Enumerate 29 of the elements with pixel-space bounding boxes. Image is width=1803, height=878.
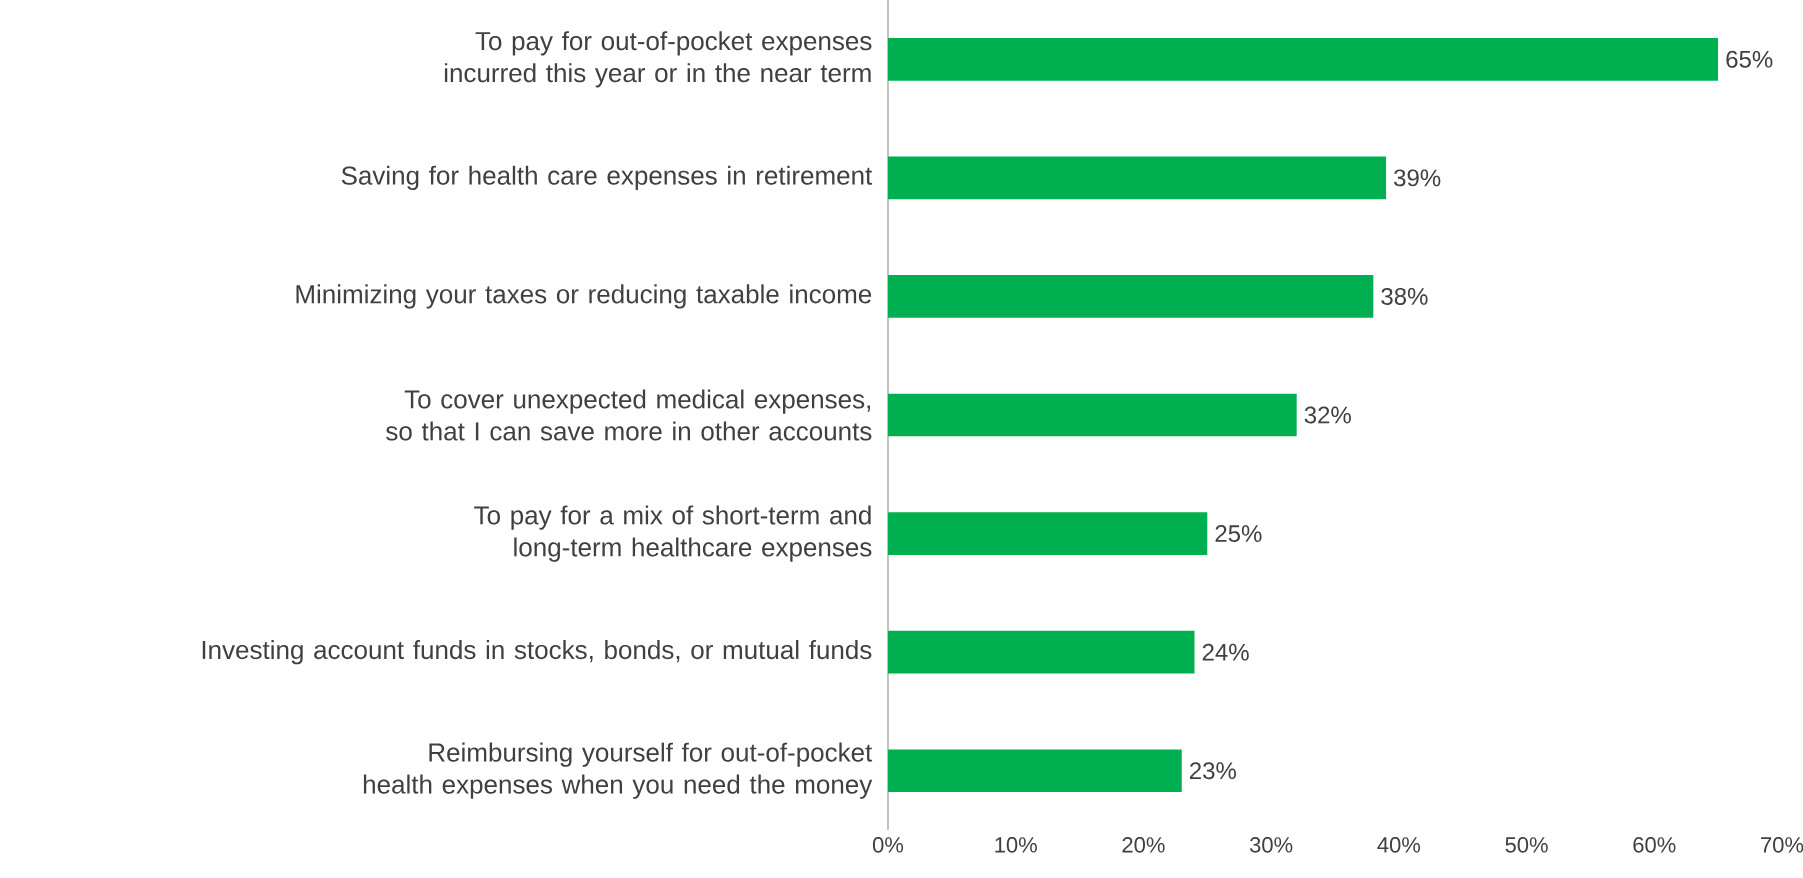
x-tick-label: 30% (1249, 837, 1293, 853)
bar (888, 749, 1182, 793)
x-tick-label: 40% (1377, 837, 1421, 853)
y-tick-label: Investing account funds in stocks, bonds, or mutual funds (202, 640, 872, 665)
x-tick-label: 70% (1761, 837, 1803, 853)
y-tick-label: To pay for a mix of short-term and long-term healthcare expenses (474, 505, 872, 562)
y-tick-label: Reimbursing yourself for out-of-pocket health expenses when you need the money (363, 742, 873, 799)
data-label: 39% (1394, 169, 1441, 187)
y-tick-label: To cover unexpected medical expenses, so that I can save more in other accounts (386, 389, 872, 441)
bar (888, 512, 1208, 555)
y-tick-label: To pay for out-of-pocket expenses incurred this year or in the near term (444, 31, 872, 88)
bar (888, 156, 1387, 200)
x-tick-label: 20% (1122, 837, 1165, 853)
bar (888, 393, 1297, 437)
x-tick-label: 50% (1505, 837, 1548, 853)
x-tick-label: 10% (995, 837, 1037, 853)
x-tick-label: 60% (1633, 837, 1676, 853)
y-tick-label: Minimizing your taxes or reducing taxable income (296, 284, 872, 309)
data-label: 23% (1190, 762, 1236, 780)
data-label: 65% (1726, 50, 1773, 68)
x-tick-label: 0% (872, 837, 904, 853)
data-label: 38% (1381, 287, 1428, 305)
bar (888, 630, 1195, 674)
data-label: 25% (1215, 525, 1262, 543)
y-tick-label: Saving for health care expenses in retirement (341, 165, 873, 190)
bar (888, 275, 1374, 318)
data-label: 24% (1202, 643, 1249, 661)
data-label: 32% (1304, 406, 1351, 424)
bar (888, 37, 1719, 81)
